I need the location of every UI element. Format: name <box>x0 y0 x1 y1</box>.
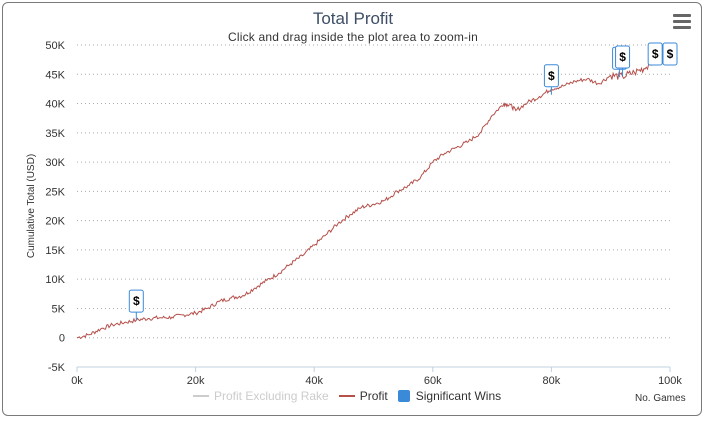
x-axis-label: No. Games <box>635 393 686 404</box>
y-axis-ticks: -5K 0 5K 10K 15K 20K 25K 30K 35K 40K 45K 50K <box>45 40 65 374</box>
flag-box <box>615 45 631 69</box>
legend-item-profit-excluding-rake[interactable]: Profit Excluding Rake <box>193 389 329 403</box>
y-tick-label: 35K <box>45 128 65 140</box>
y-axis-label: Cumulative Total (USD) <box>26 154 37 258</box>
profit-line <box>76 48 677 340</box>
y-tick-label: 30K <box>45 157 65 169</box>
legend-line-icon <box>193 395 209 397</box>
legend-line-icon <box>338 395 355 397</box>
significant-win-flag: $ <box>647 42 663 66</box>
flag-box <box>647 42 663 66</box>
y-tick-label: 25K <box>45 186 65 198</box>
grid-lines <box>77 44 670 339</box>
significant-win-flag: $ <box>128 289 144 321</box>
legend-item-profit[interactable]: Profit <box>338 389 388 403</box>
legend: Profit Excluding Rake Profit Significant… <box>193 388 511 404</box>
chart-container <box>2 2 702 416</box>
legend-box-icon <box>397 390 410 402</box>
profit-series <box>76 48 677 340</box>
chart-subtitle: Click and drag inside the plot area to z… <box>228 30 478 44</box>
significant-win-flag: $ <box>662 42 678 66</box>
significant-win-flag: $ <box>543 64 559 95</box>
legend-label: Significant Wins <box>415 389 502 403</box>
y-tick-label: 50K <box>45 40 65 52</box>
x-tick-label: 40k <box>305 375 323 387</box>
y-tick-label: 20K <box>45 216 65 228</box>
flag-label: $ <box>619 50 626 64</box>
y-tick-label: 5K <box>52 303 66 315</box>
y-tick-label: 10K <box>45 274 65 286</box>
legend-label: Profit <box>359 389 388 403</box>
flag-label: $ <box>652 47 659 61</box>
y-tick-label: 15K <box>45 245 65 257</box>
x-tick-label: 100k <box>658 375 682 387</box>
legend-label: Profit Excluding Rake <box>214 389 329 403</box>
flag-box <box>543 64 559 88</box>
x-tick-label: 80k <box>543 375 561 387</box>
y-tick-label: -5K <box>48 362 66 374</box>
legend-item-significant-wins[interactable]: Significant Wins <box>397 389 502 403</box>
flag-box <box>128 289 144 313</box>
significant-win-flag: $ <box>615 45 631 77</box>
y-tick-label: 0 <box>59 333 65 345</box>
flag-box <box>662 42 678 66</box>
x-tick-label: 20k <box>187 375 205 387</box>
y-tick-label: 45K <box>45 69 65 81</box>
x-tick-label: 60k <box>424 375 442 387</box>
flag-label: $ <box>667 47 674 61</box>
hamburger-menu-icon[interactable] <box>673 14 691 30</box>
x-axis-ticks: 0k 20k 40k 60k 80k 100k <box>71 367 682 387</box>
flag-label: $ <box>548 69 555 83</box>
chart-title: Total Profit <box>312 9 394 28</box>
y-tick-label: 40K <box>45 99 65 111</box>
significant-wins-series: $$$$$$ <box>128 42 678 321</box>
x-tick-label: 0k <box>71 375 83 387</box>
flag-label: $ <box>133 294 140 308</box>
